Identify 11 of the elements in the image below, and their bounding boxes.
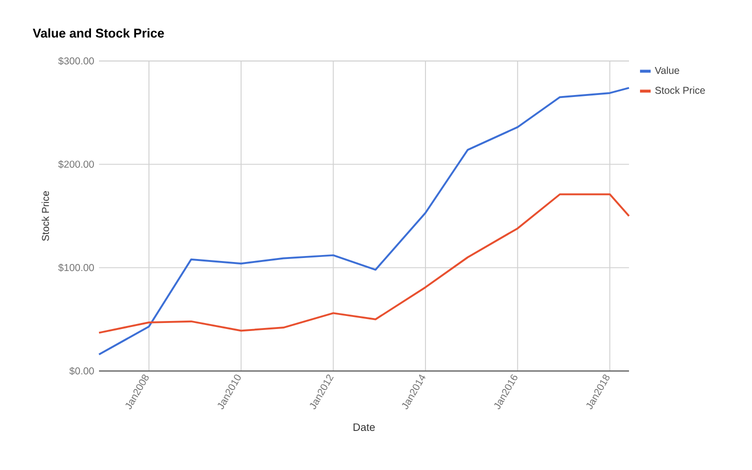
y-tick-label: $200.00 xyxy=(58,160,94,168)
chart-title: Value and Stock Price xyxy=(32,28,164,38)
legend-label: Value xyxy=(654,66,680,74)
y-tick-label: $300.00 xyxy=(58,56,94,66)
legend-label: Stock Price xyxy=(655,86,705,94)
y-tick-label: $0.00 xyxy=(69,366,94,376)
x-axis-title: Date xyxy=(354,424,375,431)
y-axis-title: Stock Price xyxy=(42,191,50,241)
y-tick-label: $100.00 xyxy=(58,264,94,272)
line-series xyxy=(98,193,630,334)
line-series xyxy=(98,86,630,356)
